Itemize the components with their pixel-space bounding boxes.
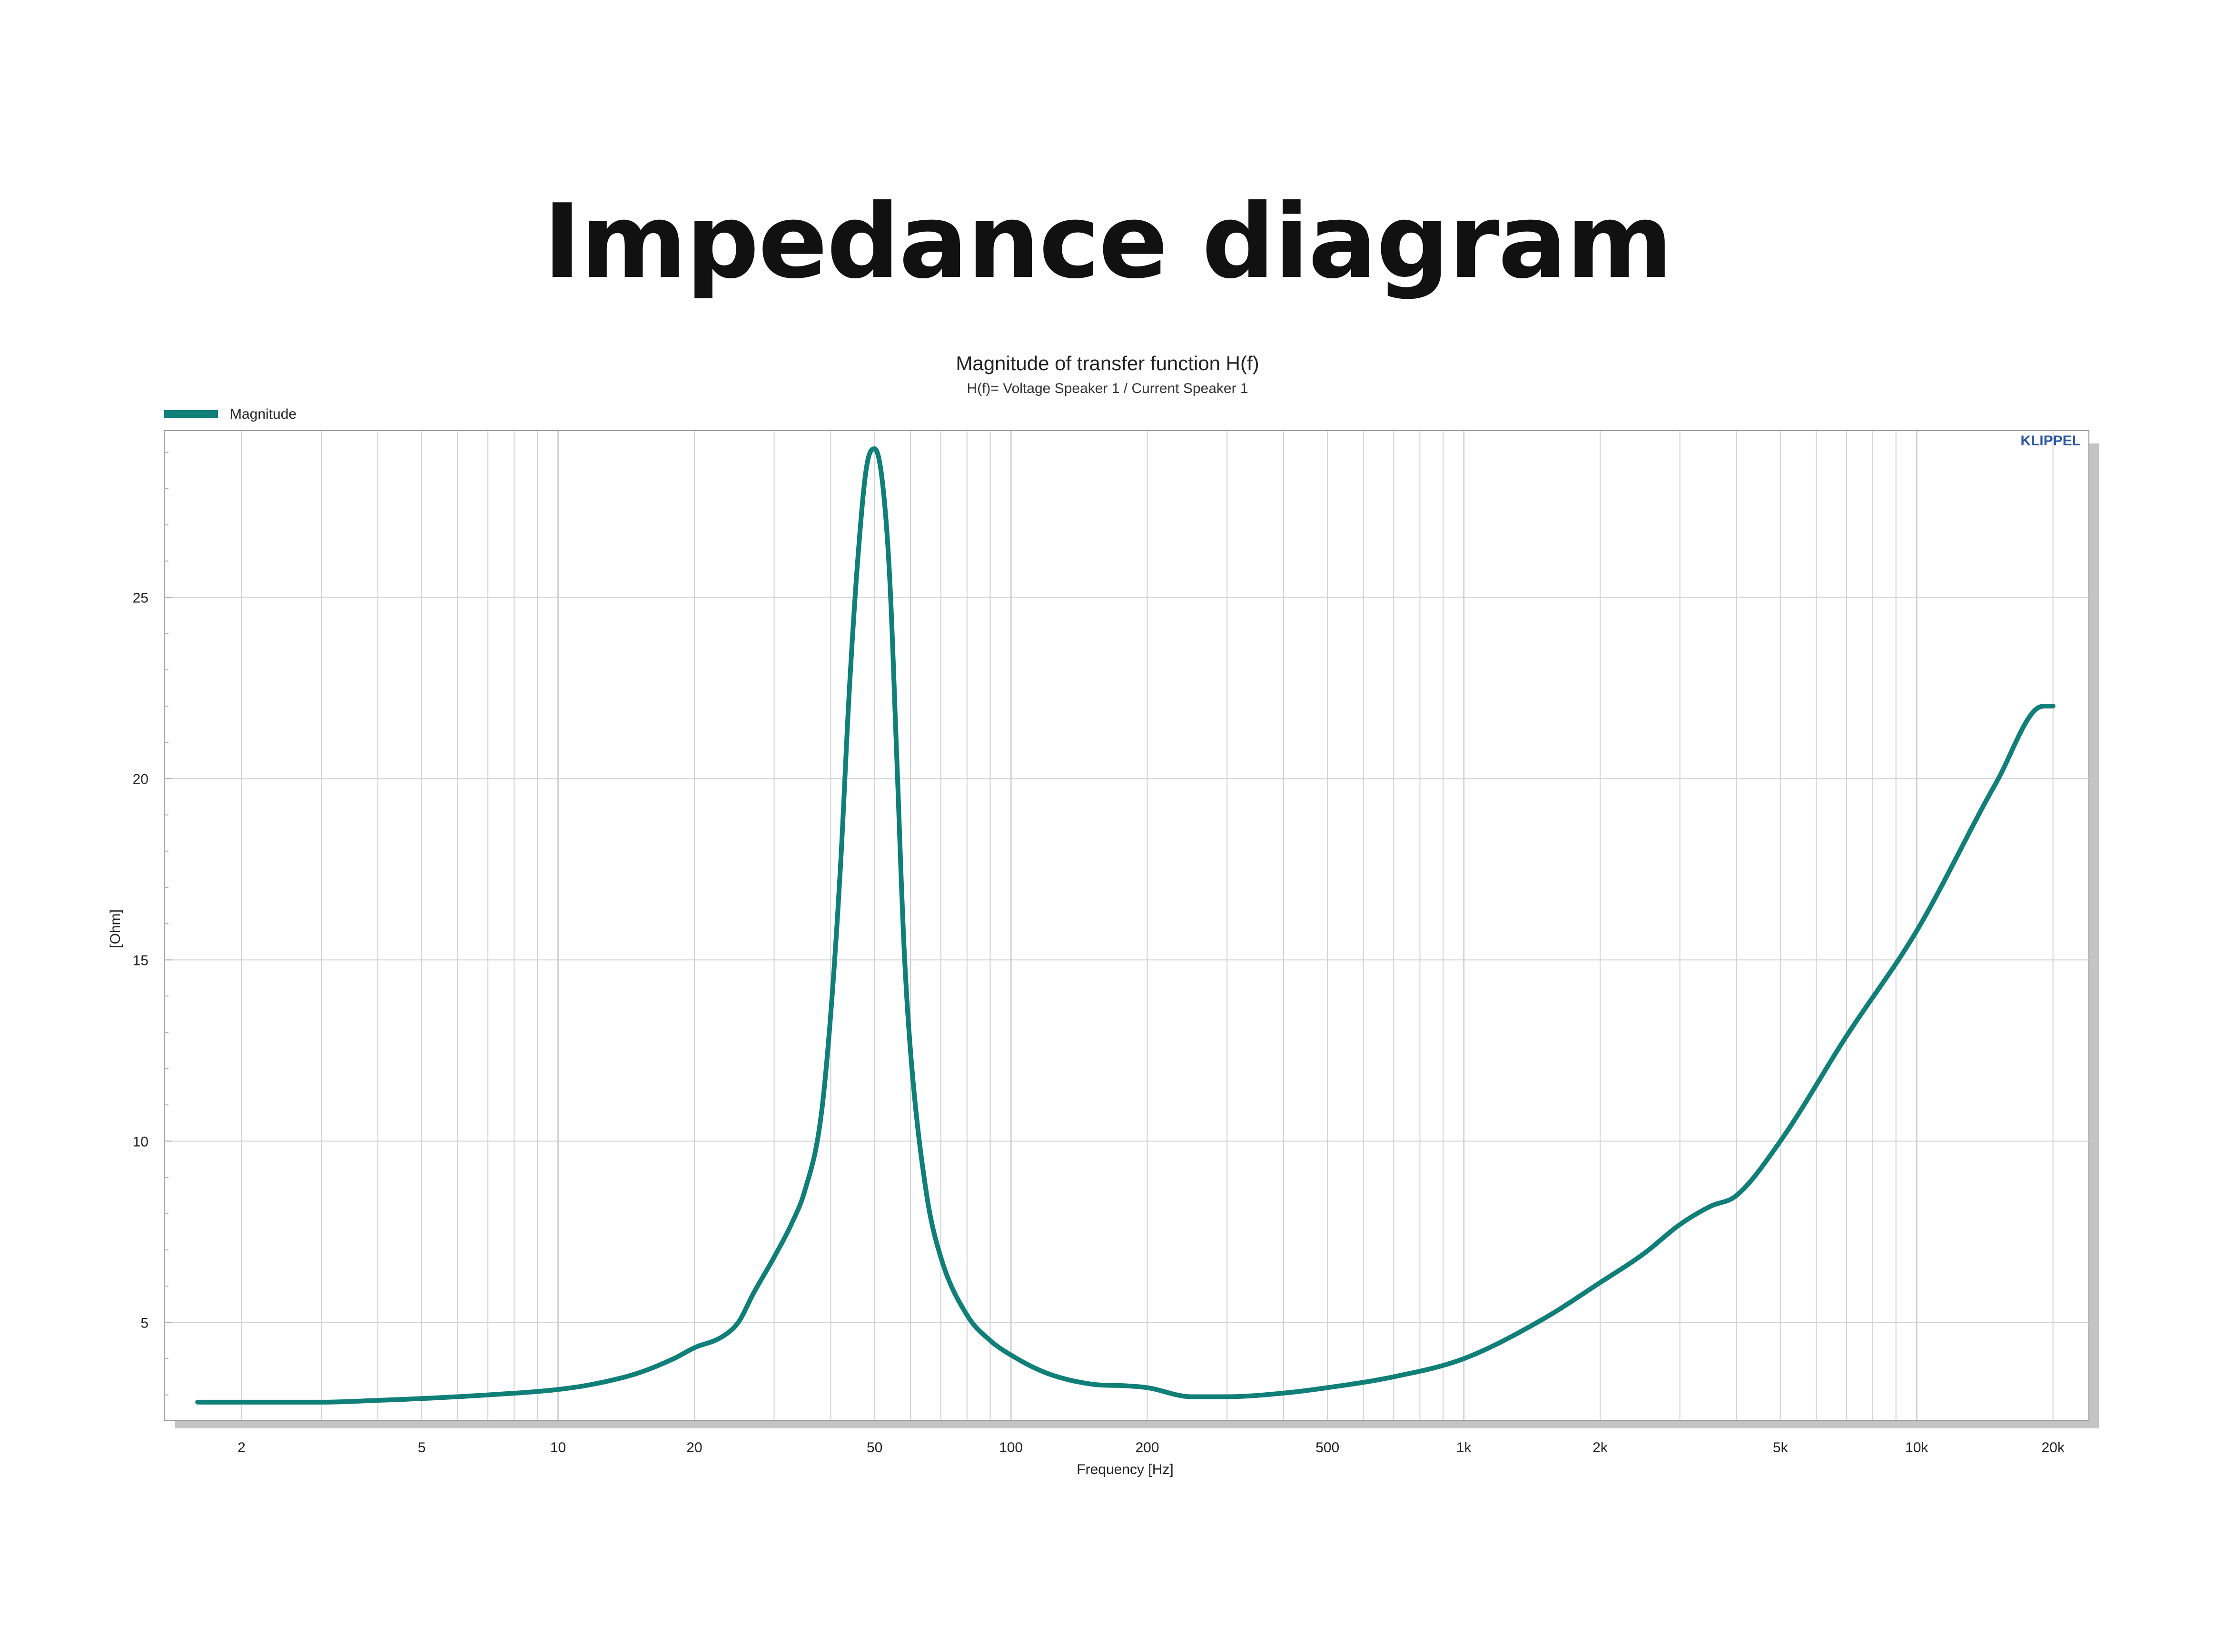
- x-tick-label: 2: [237, 1440, 246, 1455]
- series-magnitude-line: [195, 446, 2056, 1405]
- x-axis-label: Frequency [Hz]: [1077, 1462, 1173, 1477]
- x-tick-label: 200: [1136, 1440, 1159, 1455]
- x-tick-label: 50: [867, 1440, 882, 1455]
- legend-label: Magnitude: [230, 406, 297, 422]
- x-tick-label: 100: [999, 1440, 1023, 1455]
- y-tick-label: 10: [133, 1134, 148, 1150]
- grid-lines: [164, 431, 2089, 1420]
- y-tick-label: 20: [133, 771, 148, 787]
- y-tick-label: 25: [133, 590, 148, 606]
- y-tick-label: 5: [140, 1315, 148, 1331]
- x-tick-label: 20: [686, 1440, 702, 1455]
- chart-subtitle: H(f)= Voltage Speaker 1 / Current Speake…: [967, 381, 1248, 396]
- x-tick-label: 10: [550, 1440, 566, 1455]
- x-tick-label: 10k: [1905, 1440, 1928, 1455]
- plot-area: [164, 430, 2089, 1421]
- x-tick-label: 500: [1315, 1440, 1339, 1455]
- chart-title: Magnitude of transfer function H(f): [956, 352, 1259, 374]
- x-tick-label: 5k: [1773, 1440, 1789, 1455]
- y-axis-label: [Ohm]: [108, 909, 123, 948]
- page-title: Impedance diagram: [543, 182, 1673, 301]
- x-tick-label: 2k: [1592, 1440, 1608, 1455]
- y-tick-label: 15: [133, 953, 148, 968]
- x-tick-label: 5: [418, 1440, 426, 1455]
- x-tick-label: 20k: [2041, 1440, 2065, 1455]
- x-tick-label: 1k: [1456, 1440, 1472, 1455]
- chart-legend: Magnitude: [164, 406, 297, 422]
- watermark-logo: KLIPPEL: [2020, 433, 2081, 449]
